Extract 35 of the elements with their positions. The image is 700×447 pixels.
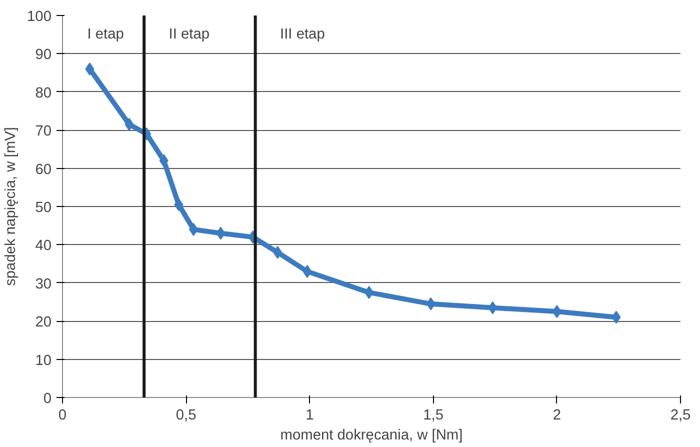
point	[488, 301, 498, 314]
x-tick-label: 1,5	[423, 408, 444, 424]
point	[124, 118, 134, 131]
y-tick-label: 90	[35, 47, 52, 64]
point	[189, 222, 198, 236]
annotation: II etap	[168, 26, 210, 43]
point	[612, 310, 621, 324]
point	[552, 305, 562, 318]
point	[174, 198, 184, 212]
y-axis-title: spadek napięcia, w [mV]	[3, 127, 20, 286]
x-tick-label: 0,5	[176, 408, 196, 424]
y-tick-label: 40	[35, 238, 52, 254]
y-tick-label: 70	[35, 124, 52, 140]
y-tick-label: 100	[27, 9, 52, 25]
point	[159, 154, 168, 168]
y-tick-label: 50	[35, 200, 52, 216]
x-tick-label: 0	[58, 408, 67, 424]
point	[273, 246, 282, 259]
annotation: I etap	[87, 26, 124, 43]
x-tick-label: 2,5	[670, 408, 691, 424]
x-axis-title: moment dokręcania, w [Nm]	[280, 428, 463, 444]
x-tick-label: 1	[306, 408, 314, 424]
y-tick-label: 20	[35, 314, 52, 331]
y-tick-label: 0	[43, 391, 52, 407]
y-tick-label: 10	[35, 352, 52, 369]
point	[302, 264, 312, 278]
point	[216, 226, 226, 240]
point	[85, 62, 94, 76]
y-tick-label: 60	[35, 162, 52, 178]
point	[364, 286, 374, 299]
y-tick-label: 80	[35, 85, 52, 102]
point	[426, 297, 436, 310]
annotation: III etap	[280, 26, 325, 43]
y-tick-label: 30	[35, 276, 52, 292]
x-tick-label: 2	[552, 408, 561, 424]
